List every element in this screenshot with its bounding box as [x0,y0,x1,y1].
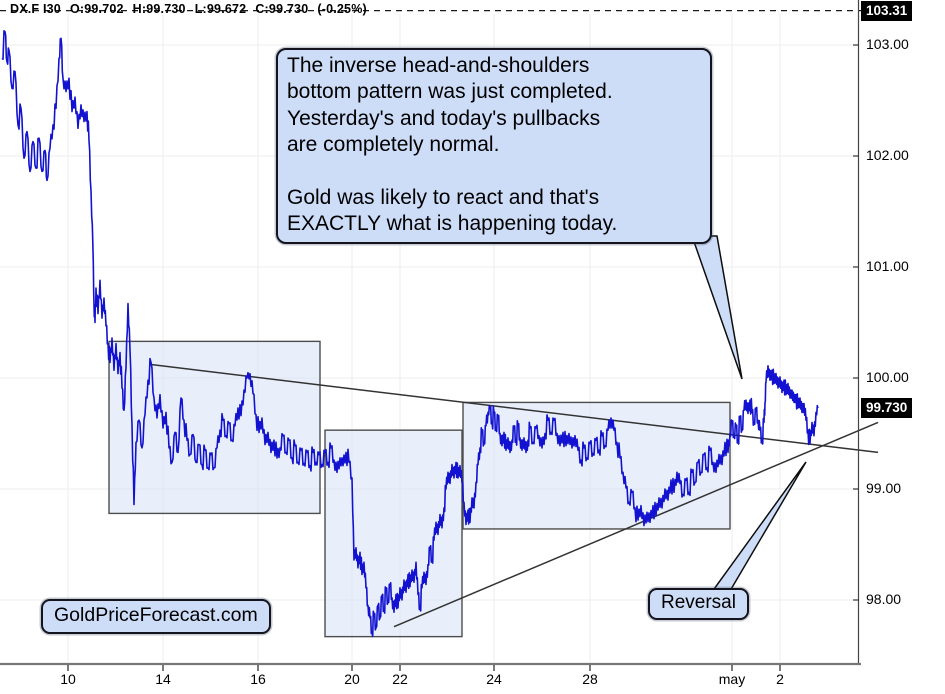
site-watermark-label: GoldPriceForecast.com [41,599,271,634]
trendline-declining-resistance [151,363,879,454]
x-axis-label: 28 [582,671,598,687]
trendline-rising-support [393,421,879,628]
pattern-highlight-boxes [108,340,731,638]
annotation-line: Gold was likely to react and that's [287,186,600,210]
symbol-ohlc-header: DX.F I30 O:99.702 H:99.730 L:99.672 C:99.730… [10,2,376,16]
x-axis-label: 2 [776,671,784,687]
analysis-annotation-callout: The inverse head-and-shoulders bottom pat… [276,48,712,244]
change-percent: (-0.25%) [317,2,367,16]
x-axis-label: 10 [60,671,76,687]
x-axis-label: 22 [392,671,408,687]
y-axis-label: 100.00 [866,369,909,385]
annotation-line: bottom pattern was just completed. [287,80,613,104]
y-axis-label: 101.00 [866,258,909,274]
annotation-line: The inverse head-and-shoulders [287,54,590,77]
last-price-badge: 99.730 [861,397,913,418]
annotation-line: are completely normal. [287,133,500,157]
y-axis-label: 103.00 [866,36,909,52]
high-value: H:99.730 [132,2,186,16]
y-axis-label: 99.00 [866,480,902,496]
y-axis-label: 98.00 [866,591,902,607]
annotation-line: EXACTLY what is happening today. [287,212,618,236]
price-line-series [1,29,819,638]
axes-frame [0,0,861,671]
annotation-callout-tail [690,235,743,380]
trendlines [151,363,879,628]
symbol-interval: DX.F I30 [10,2,61,16]
low-value: L:99.672 [194,2,247,16]
x-axis-label: may [718,671,746,687]
open-value: O:99.702 [69,2,124,16]
annotation-line: Yesterday's and today's pullbacks [287,106,601,130]
close-value: C:99.730 [255,2,309,16]
x-axis-label: 24 [486,671,502,687]
x-axis-label: 20 [344,671,360,687]
session-high-price-badge: 103.31 [861,1,913,21]
y-axis-label: 102.00 [866,147,909,163]
x-axis-label: 16 [250,671,266,687]
annotation-line [287,159,701,185]
pattern-box-right-shoulder [462,401,731,530]
reversal-callout-label: Reversal [648,588,749,620]
x-axis-label: 14 [155,671,171,687]
